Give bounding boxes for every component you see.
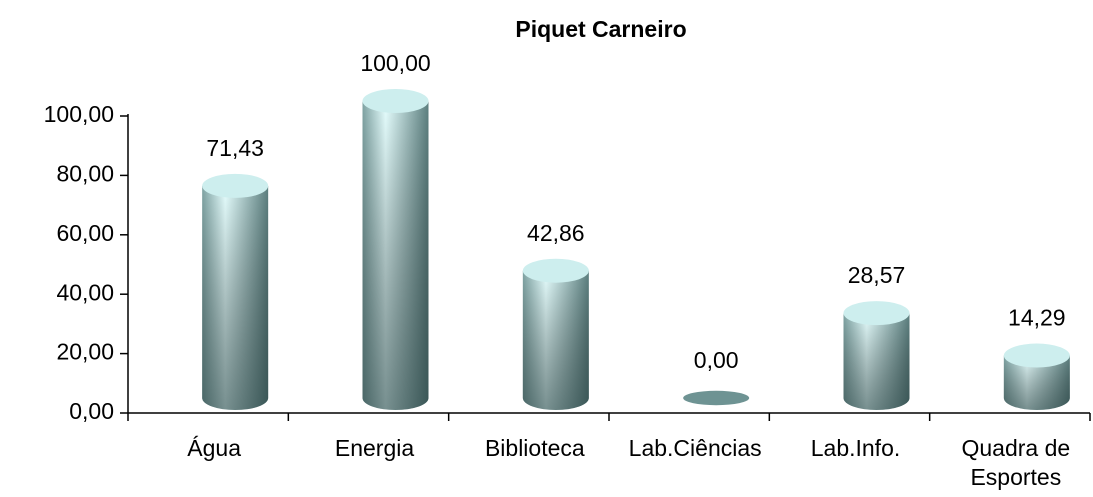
bar — [202, 173, 269, 410]
bar-top — [843, 301, 910, 326]
bar — [1003, 343, 1070, 410]
bar — [522, 258, 589, 410]
data-label: 100,00 — [360, 50, 430, 76]
bar — [683, 390, 750, 406]
data-label: 28,57 — [848, 262, 906, 288]
x-tick-label: Biblioteca — [484, 435, 585, 461]
data-label: 42,86 — [527, 220, 585, 246]
bar — [843, 301, 910, 410]
x-tick-label: Quadra de Esportes — [961, 435, 1071, 490]
bar-top — [1003, 343, 1070, 368]
bar-shade — [843, 313, 910, 410]
bar-top — [522, 258, 589, 283]
x-tick-label: Lab.Ciências — [628, 435, 762, 461]
bar — [362, 89, 429, 410]
data-label: 0,00 — [694, 347, 739, 373]
bar-shade — [522, 270, 589, 410]
bar-top — [202, 173, 269, 198]
bar-shade — [362, 101, 429, 410]
bar-top — [683, 390, 750, 406]
chart-title: Piquet Carneiro — [515, 16, 686, 42]
y-tick-label: 40,00 — [56, 279, 114, 305]
y-tick-label: 60,00 — [56, 220, 114, 246]
bar-top — [362, 89, 429, 113]
bar-shade — [202, 185, 269, 410]
y-tick-label: 0,00 — [69, 398, 114, 424]
x-tick-label: Água — [187, 435, 242, 461]
data-label: 14,29 — [1008, 305, 1066, 331]
data-label: 71,43 — [206, 135, 264, 161]
y-tick-label: 80,00 — [56, 160, 114, 186]
y-tick-label: 100,00 — [44, 101, 114, 127]
y-tick-label: 20,00 — [56, 339, 114, 365]
x-tick-label: Lab.Info. — [810, 435, 901, 461]
bar-shade — [1003, 355, 1070, 410]
x-tick-label: Energia — [334, 435, 415, 461]
